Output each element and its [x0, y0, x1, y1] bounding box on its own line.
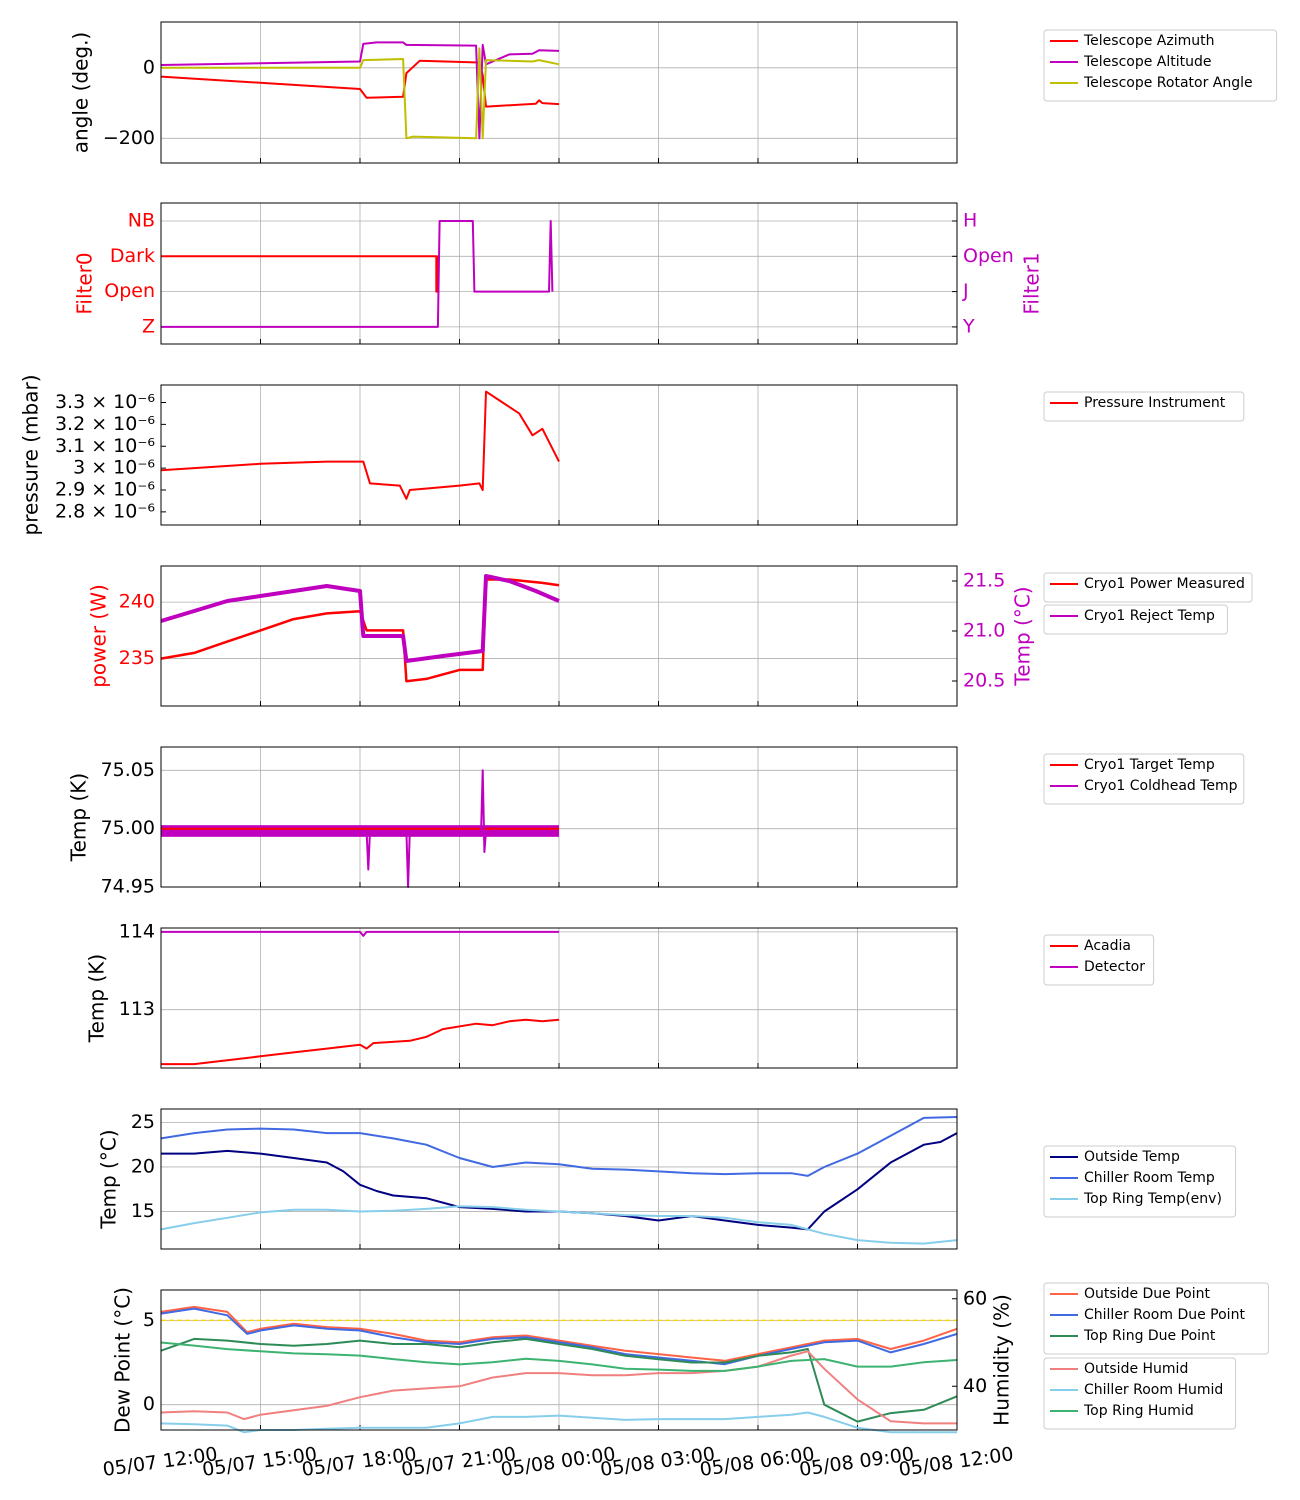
legend-label: Pressure Instrument: [1084, 395, 1226, 411]
y-tick-label: Dark: [110, 245, 155, 267]
series-line: [160, 1205, 958, 1245]
y-axis-label: Dew Point (°C): [111, 1287, 135, 1433]
y-tick-label: 74.95: [101, 876, 155, 898]
series-line: [161, 220, 554, 328]
y-axis-label: Filter0: [73, 252, 97, 314]
y-tick-label-right: J: [962, 280, 969, 302]
axes-frame: [160, 1289, 958, 1431]
y-tick-label: 235: [119, 647, 155, 669]
y-tick-label: 2.9 × 10⁻⁶: [55, 479, 155, 501]
y-tick-label: 2.8 × 10⁻⁶: [55, 500, 155, 522]
series-line: [161, 255, 440, 293]
series-line: [160, 574, 560, 663]
y-tick-label: 0: [143, 56, 155, 78]
y-tick-label: 114: [119, 920, 155, 942]
legend-label: Top Ring Humid: [1083, 1403, 1194, 1419]
y-axis-label: pressure (mbar): [19, 374, 43, 535]
axes-frame: [160, 746, 958, 888]
legend: [1043, 1282, 1269, 1355]
y-axis-label-right: Filter1: [1020, 252, 1044, 314]
y-tick-label: −200: [103, 127, 155, 149]
legend-label: Outside Humid: [1084, 1361, 1188, 1377]
y-axis-label: power (W): [87, 584, 111, 688]
legend: [1043, 934, 1155, 986]
y-tick-label: 5: [143, 1309, 155, 1331]
y-tick-label: Z: [142, 315, 155, 337]
legend-label: Cryo1 Coldhead Temp: [1084, 778, 1238, 794]
legend-label: Telescope Rotator Angle: [1083, 75, 1253, 91]
y-tick-label: 20: [131, 1155, 155, 1177]
axes-frame: [160, 565, 958, 707]
y-tick-label: 240: [119, 591, 155, 613]
y-tick-label-right: Y: [962, 315, 975, 337]
series-line: [160, 1116, 958, 1177]
y-tick-label: 25: [131, 1111, 155, 1133]
y-tick-label-right: 21.0: [963, 620, 1005, 642]
y-axis-label: Temp (K): [85, 954, 109, 1043]
y-tick-label: 75.00: [101, 817, 155, 839]
series-line: [161, 930, 559, 937]
legend-label: Chiller Room Humid: [1084, 1382, 1223, 1398]
legend-label: Outside Due Point: [1084, 1286, 1211, 1302]
y-axis-label: angle (deg.): [69, 32, 93, 154]
legend-label: Cryo1 Power Measured: [1084, 576, 1245, 592]
series-line: [160, 1350, 957, 1425]
series-line: [160, 1305, 958, 1362]
legend-label: Cryo1 Reject Temp: [1084, 608, 1215, 624]
x-tick-label: 05/08 12:00: [897, 1443, 1014, 1481]
legend: [1043, 753, 1245, 805]
y-axis-label-right: Humidity (%): [990, 1294, 1014, 1426]
y-axis-label: Temp (K): [67, 773, 91, 862]
legend-label: Telescope Azimuth: [1083, 33, 1214, 49]
y-tick-label: 113: [119, 998, 155, 1020]
y-tick-label-right: Open: [963, 245, 1014, 267]
y-tick-label: 15: [131, 1200, 155, 1222]
legend-label: Detector: [1084, 959, 1145, 975]
series-line: [160, 1337, 958, 1423]
y-axis-label-right: Temp (°C): [1011, 586, 1035, 686]
legend: [1043, 604, 1228, 635]
y-tick-label: 3 × 10⁻⁶: [73, 457, 155, 479]
axes-frame: [160, 384, 958, 526]
y-tick-label-right: 20.5: [963, 670, 1005, 692]
y-tick-label: Open: [104, 280, 155, 302]
y-tick-label-right: 21.5: [963, 570, 1005, 592]
y-tick-label-right: 40: [963, 1375, 987, 1397]
legend-label: Cryo1 Target Temp: [1084, 757, 1215, 773]
y-tick-label: 3.2 × 10⁻⁶: [55, 413, 155, 435]
series-line: [161, 1018, 560, 1066]
y-tick-label: 75.05: [101, 759, 155, 781]
legend-label: Telescope Altitude: [1083, 54, 1212, 70]
legend-label: Top Ring Due Point: [1083, 1328, 1216, 1344]
y-axis-label: Temp (°C): [97, 1129, 121, 1229]
legend-label: Chiller Room Temp: [1084, 1170, 1215, 1186]
y-tick-label: NB: [128, 210, 155, 232]
y-tick-label: 3.3 × 10⁻⁶: [55, 391, 155, 413]
series-line: [160, 1307, 958, 1366]
axes-frame: [160, 202, 958, 345]
series-line: [160, 1341, 958, 1372]
legend: [1043, 29, 1278, 102]
series-line: [161, 47, 560, 140]
legend: [1043, 1357, 1237, 1430]
legend-label: Top Ring Temp(env): [1083, 1191, 1222, 1207]
y-tick-label-right: 60: [963, 1287, 987, 1309]
legend-label: Acadia: [1084, 938, 1131, 954]
y-tick-label: 3.1 × 10⁻⁶: [55, 435, 155, 457]
legend-label: Chiller Room Due Point: [1084, 1307, 1245, 1323]
axes-frame: [160, 927, 958, 1069]
y-tick-label: 0: [143, 1393, 155, 1415]
legend: [1043, 1145, 1237, 1218]
axes-frame: [160, 1108, 958, 1250]
legend: [1043, 572, 1253, 603]
series-line: [161, 769, 559, 888]
y-tick-label-right: H: [963, 210, 977, 232]
axes-frame: [160, 21, 958, 164]
legend-label: Outside Temp: [1084, 1149, 1180, 1165]
legend: [1043, 391, 1245, 422]
series-line: [160, 390, 560, 500]
